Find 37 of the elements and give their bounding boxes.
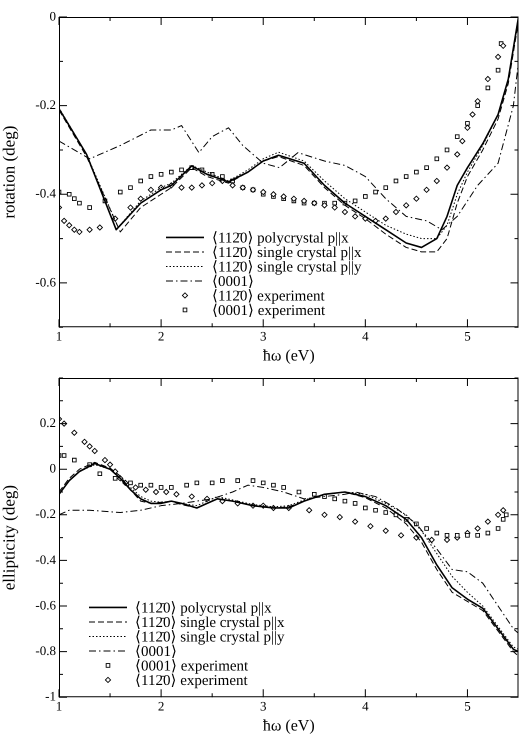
x-tick-label: 3 [260,328,266,344]
y-tick-label: -0.8 [35,643,56,658]
x-tick-label: 2 [158,698,164,714]
legend-label: ⟨112̄0⟩ single crystal p||y [212,259,362,276]
legend-label: ⟨0001⟩ experiment [135,658,250,674]
x-tick-label: 5 [464,328,471,344]
legend-label: ⟨0001⟩ [135,644,177,660]
y-tick-label: 0 [50,460,56,476]
legend-label: ⟨0001⟩ [212,274,254,290]
legend-label: ⟨112̄0⟩ single crystal p||y [135,629,286,646]
x-tick-label: 5 [464,698,471,714]
legend-label: ⟨112̄0⟩ single crystal p||x [135,614,286,631]
y-tick-label: -0.4 [35,186,56,201]
x-tick-label: 3 [260,698,266,714]
y-tick-label: 0 [50,8,56,24]
y-tick-label: -0.6 [35,274,56,290]
y-tick-label: -0.6 [35,597,56,612]
x-tick-label: 4 [362,698,370,714]
x-tick-label: 2 [158,328,164,344]
legend-label: ⟨112̄0⟩ single crystal p||x [212,244,362,261]
x-tick-label: 1 [56,328,62,344]
legend-label: ⟨112̄0⟩ polycrystal p||x [135,600,272,616]
y-axis-title: ellipticity (deg) [0,484,19,590]
y-tick-label: -1 [45,688,56,704]
legend-label: ⟨112̄0⟩ polycrystal p||x [212,230,350,246]
x-tick-label: 4 [362,328,370,344]
y-tick-label: 0.2 [40,415,56,430]
legend-label: ⟨0001⟩ experiment [212,302,326,319]
x-axis-title: ħω (eV) [262,348,315,365]
legend-label: ⟨112̄0⟩ experiment [135,672,248,689]
x-tick-label: 1 [56,698,62,714]
legend-label: ⟨112̄0⟩ experiment [212,288,326,304]
y-tick-label: -0.2 [35,506,56,522]
y-tick-label: -0.2 [35,97,56,112]
x-axis-title: ħω (eV) [262,718,315,735]
y-axis-title: rotation (deg) [0,126,19,219]
y-tick-label: -0.4 [35,552,56,567]
